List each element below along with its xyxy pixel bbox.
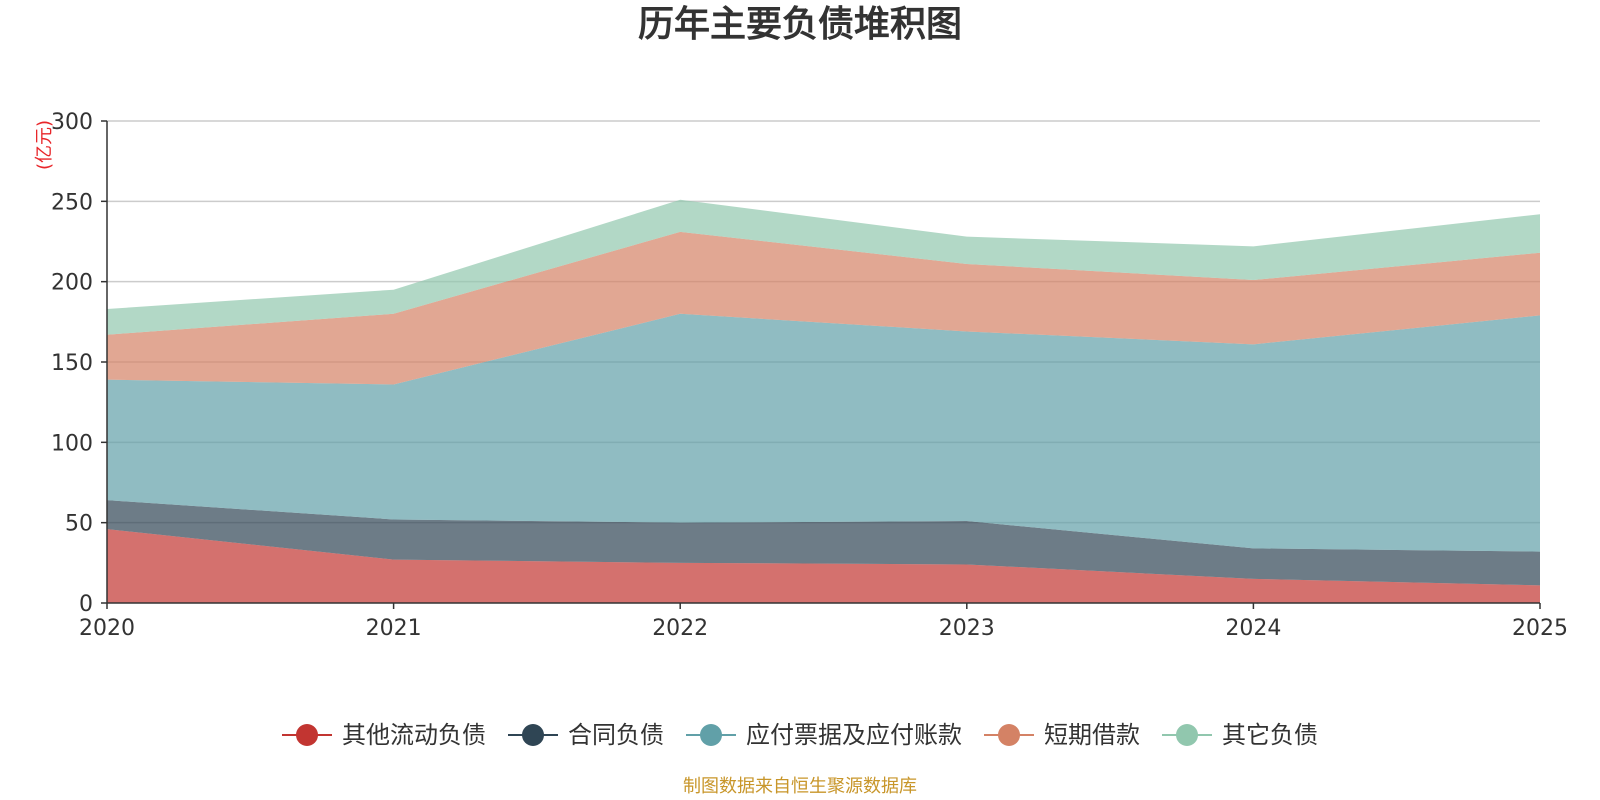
y-tick-label-150: 150 [51, 351, 93, 376]
legend-label-3: 短期借款 [1044, 721, 1140, 749]
area-series-2 [107, 313, 1540, 552]
y-axis-unit-label: (亿元) [34, 120, 55, 170]
area-series-1 [107, 500, 1540, 586]
x-tick-label-2022: 2022 [652, 616, 708, 641]
y-tick-label-300: 300 [51, 110, 93, 135]
area-series-0 [107, 529, 1540, 603]
x-tick-label-2025: 2025 [1512, 616, 1568, 641]
legend[interactable]: 其他流动负债 合同负债 应付票据及应付账款 短期借款 其它负债 [282, 721, 1318, 749]
legend-marker-3 [998, 724, 1020, 746]
x-tick-label-2023: 2023 [939, 616, 995, 641]
legend-marker-4 [1176, 724, 1198, 746]
area-series [107, 199, 1540, 603]
legend-label-2: 应付票据及应付账款 [746, 721, 962, 749]
legend-item-1[interactable]: 合同负债 [508, 721, 664, 749]
x-tick-label-2024: 2024 [1225, 616, 1281, 641]
legend-label-1: 合同负债 [568, 721, 664, 749]
x-tick-label-2021: 2021 [366, 616, 422, 641]
legend-marker-0 [296, 724, 318, 746]
legend-marker-2 [700, 724, 722, 746]
area-series-4 [107, 199, 1540, 335]
y-tick-label-0: 0 [79, 592, 93, 617]
x-tick-label-2020: 2020 [79, 616, 135, 641]
data-source-note: 制图数据来自恒生聚源数据库 [683, 776, 917, 797]
chart-title: 历年主要负债堆积图 [638, 4, 962, 45]
legend-item-4[interactable]: 其它负债 [1162, 721, 1318, 749]
axes: 0 50 100 150 200 250 300 2020 2021 2022 2023 2024 20… [51, 110, 1568, 641]
y-tick-label-200: 200 [51, 271, 93, 296]
legend-marker-1 [522, 724, 544, 746]
legend-label-4: 其它负债 [1222, 721, 1318, 749]
legend-item-0[interactable]: 其他流动负债 [282, 721, 486, 749]
y-tick-label-50: 50 [65, 512, 93, 537]
area-series-3 [107, 231, 1540, 385]
y-tick-label-100: 100 [51, 431, 93, 456]
legend-item-3[interactable]: 短期借款 [984, 721, 1140, 749]
legend-label-0: 其他流动负债 [342, 721, 486, 749]
legend-item-2[interactable]: 应付票据及应付账款 [686, 721, 962, 749]
y-tick-label-250: 250 [51, 190, 93, 215]
